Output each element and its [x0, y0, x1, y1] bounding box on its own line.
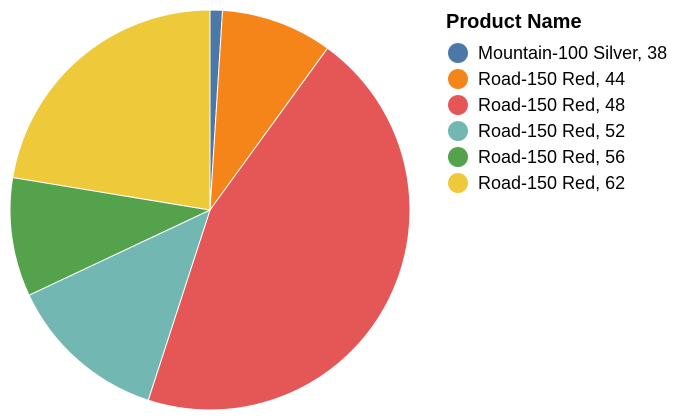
pie-slice [28, 209, 211, 401]
legend-item: Road-150 Red, 52 [448, 121, 625, 141]
legend-items: Mountain-100 Silver, 38 Road-150 Red, 44 R… [448, 43, 667, 193]
pie-slice [209, 9, 329, 212]
legend-title: Product Name [446, 11, 582, 33]
legend-swatch [448, 43, 468, 63]
pie-slice [9, 176, 212, 296]
legend-label: Road-150 Red, 48 [478, 95, 625, 115]
legend-item: Road-150 Red, 44 [448, 69, 625, 89]
legend-swatch [448, 173, 468, 193]
legend-swatch [448, 95, 468, 115]
legend-label: Road-150 Red, 52 [478, 121, 625, 141]
pie-slice [147, 47, 411, 411]
legend-item: Road-150 Red, 48 [448, 95, 625, 115]
legend-label: Road-150 Red, 62 [478, 173, 625, 193]
legend-item: Road-150 Red, 62 [448, 173, 625, 193]
legend-label: Road-150 Red, 44 [478, 69, 625, 89]
pie-slice [12, 9, 211, 211]
legend-swatch [448, 121, 468, 141]
legend-swatch [448, 147, 468, 167]
legend-label: Mountain-100 Silver, 38 [478, 43, 667, 63]
legend: Product Name Mountain-100 Silver, 38 Road… [446, 11, 667, 193]
legend-swatch [448, 69, 468, 89]
legend-item: Mountain-100 Silver, 38 [448, 43, 667, 63]
pie-slices [9, 9, 411, 411]
legend-label: Road-150 Red, 56 [478, 147, 625, 167]
legend-item: Road-150 Red, 56 [448, 147, 625, 167]
